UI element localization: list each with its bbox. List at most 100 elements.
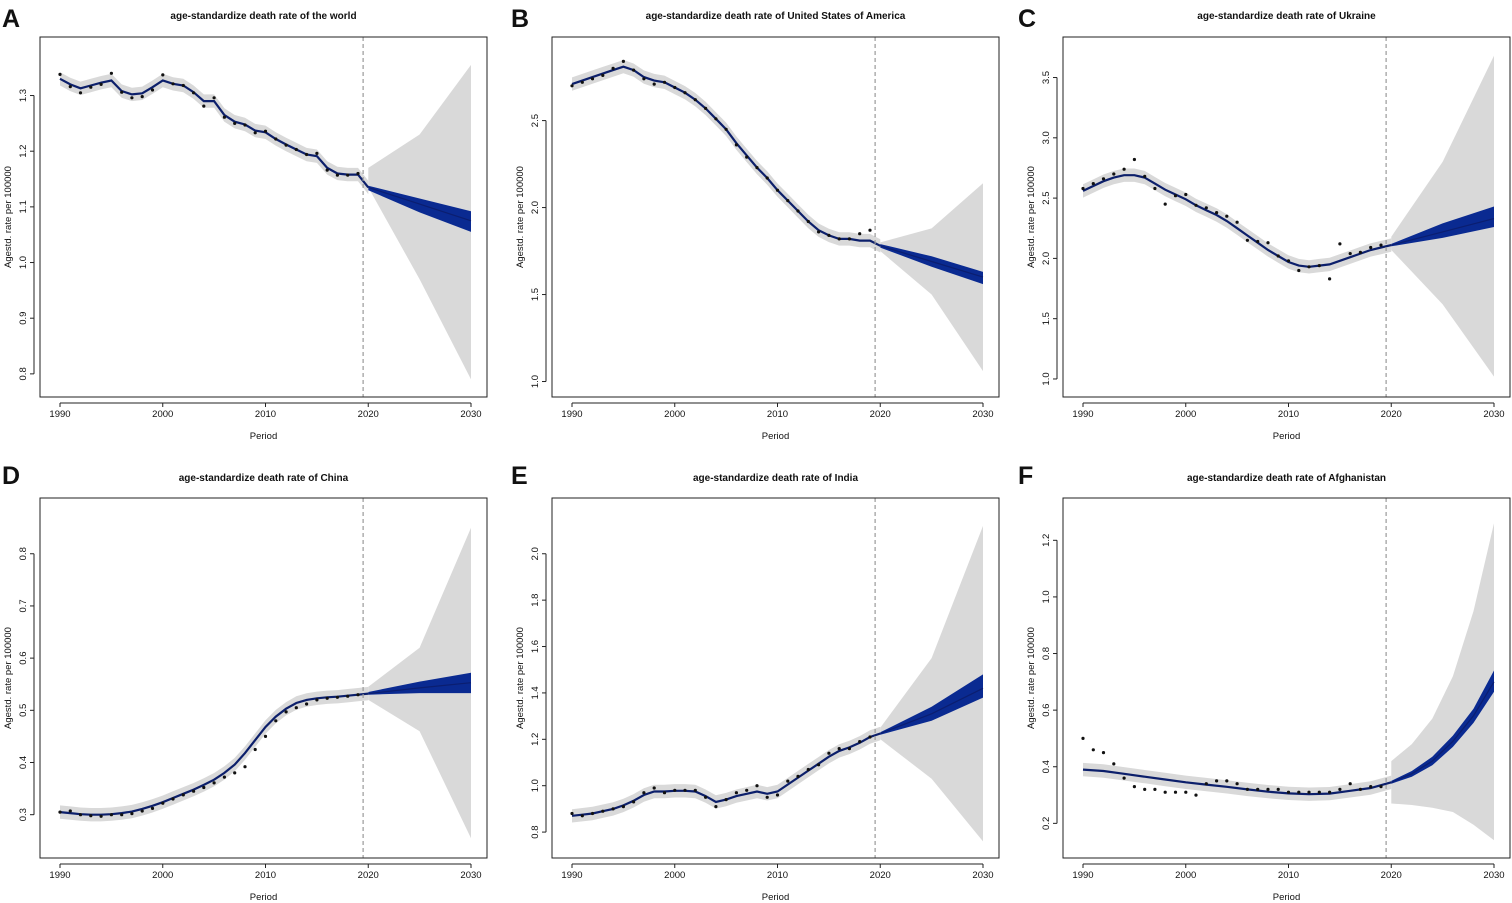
observed-point (775, 793, 780, 797)
observed-point (755, 784, 759, 788)
observed-point (1266, 241, 1270, 245)
observed-point (837, 747, 841, 751)
observed-point (1112, 762, 1116, 766)
x-axis-label: Period (762, 892, 789, 903)
y-axis-label: Agestd. rate per 100000 (515, 166, 526, 268)
observed-point (356, 171, 360, 176)
projection-mean-line (880, 245, 984, 278)
observed-point (662, 791, 667, 795)
chart-title: age-standardize death rate of Afghanista… (1187, 473, 1386, 484)
y-tick-label: 0.5 (18, 704, 29, 717)
plot-frame (39, 36, 488, 398)
observed-point (161, 73, 165, 77)
plot-frame (551, 497, 1000, 859)
observed-point (305, 152, 309, 157)
observed-point (274, 719, 278, 723)
observed-point (1348, 252, 1352, 256)
y-tick-label: 1.0 (1041, 372, 1052, 385)
x-tick-label: 2020 (1381, 409, 1402, 420)
observed-point (1225, 214, 1229, 218)
observed-point (222, 775, 226, 779)
observed-point (284, 143, 288, 147)
observed-point (263, 734, 268, 739)
observed-point (1101, 177, 1106, 181)
observed-point (1358, 787, 1362, 792)
projection-band (1391, 206, 1494, 247)
fitted-confidence-band (1083, 762, 1392, 801)
y-tick-label: 0.8 (1041, 647, 1052, 660)
observed-point (171, 797, 175, 801)
plot-frame (1062, 36, 1511, 398)
x-tick-label: 2030 (460, 409, 481, 420)
projection-mean-line (1391, 681, 1495, 783)
observed-point (1225, 779, 1229, 783)
x-axis-label: Period (1273, 431, 1300, 442)
projection-band (368, 672, 471, 695)
x-tick-label: 2010 (767, 870, 788, 881)
observed-point (1358, 250, 1362, 254)
projection-mean-line (368, 186, 472, 222)
observed-point (1122, 167, 1126, 171)
observed-point (181, 83, 185, 88)
observed-point (1112, 172, 1116, 176)
observed-point (1338, 242, 1342, 246)
observed-point (755, 166, 759, 170)
observed-point (652, 786, 656, 790)
observed-point (1143, 174, 1147, 178)
observed-point (89, 85, 93, 89)
x-tick-label: 2030 (972, 870, 993, 881)
y-axis-label: Agestd. rate per 100000 (3, 166, 14, 268)
observed-point (202, 785, 206, 790)
chart-title: age-standardize death rate of United Sta… (646, 11, 906, 22)
y-tick-label: 3.0 (1041, 131, 1052, 144)
observed-point (570, 84, 574, 88)
x-tick-label: 1990 (561, 409, 582, 420)
x-axis-label: Period (1273, 892, 1300, 903)
y-tick-label: 0.9 (18, 312, 29, 325)
x-tick-label: 2030 (972, 409, 993, 420)
observed-point (673, 788, 677, 792)
observed-point (704, 106, 708, 110)
observed-point (1379, 243, 1383, 247)
observed-point (580, 80, 584, 84)
x-tick-label: 2000 (664, 409, 685, 420)
observed-point (78, 813, 83, 817)
y-tick-label: 0.6 (1041, 704, 1052, 717)
observed-point (652, 82, 656, 86)
fitted-line (1082, 174, 1392, 268)
observed-point (120, 90, 124, 94)
observed-point (150, 806, 155, 811)
fitted-line (571, 65, 881, 247)
observed-point (78, 91, 83, 95)
observed-point (1122, 776, 1126, 780)
observed-point (621, 805, 626, 809)
observed-point (601, 809, 605, 813)
y-tick-label: 1.5 (530, 288, 541, 301)
observed-point (202, 104, 206, 108)
observed-point (662, 80, 667, 84)
y-tick-label: 1.5 (1041, 312, 1052, 325)
observed-point (1297, 790, 1301, 794)
x-tick-label: 2000 (1175, 870, 1196, 881)
observed-point (1143, 787, 1147, 792)
observed-point (212, 781, 216, 785)
y-tick-label: 1.2 (18, 145, 29, 158)
observed-point (1245, 238, 1249, 242)
x-tick-label: 2000 (152, 409, 173, 420)
observed-point (89, 814, 93, 818)
observed-point (611, 66, 615, 70)
observed-point (693, 98, 697, 102)
panel-letter: A (2, 5, 20, 33)
observed-point (1286, 259, 1291, 263)
observed-point (1307, 790, 1311, 794)
observed-point (253, 131, 257, 135)
observed-point (130, 812, 134, 816)
observed-point (817, 230, 821, 234)
y-tick-label: 3.5 (1041, 71, 1052, 84)
y-tick-label: 0.4 (1041, 760, 1052, 773)
observed-point (1163, 790, 1167, 794)
observed-point (1266, 787, 1270, 792)
observed-point (714, 805, 718, 809)
